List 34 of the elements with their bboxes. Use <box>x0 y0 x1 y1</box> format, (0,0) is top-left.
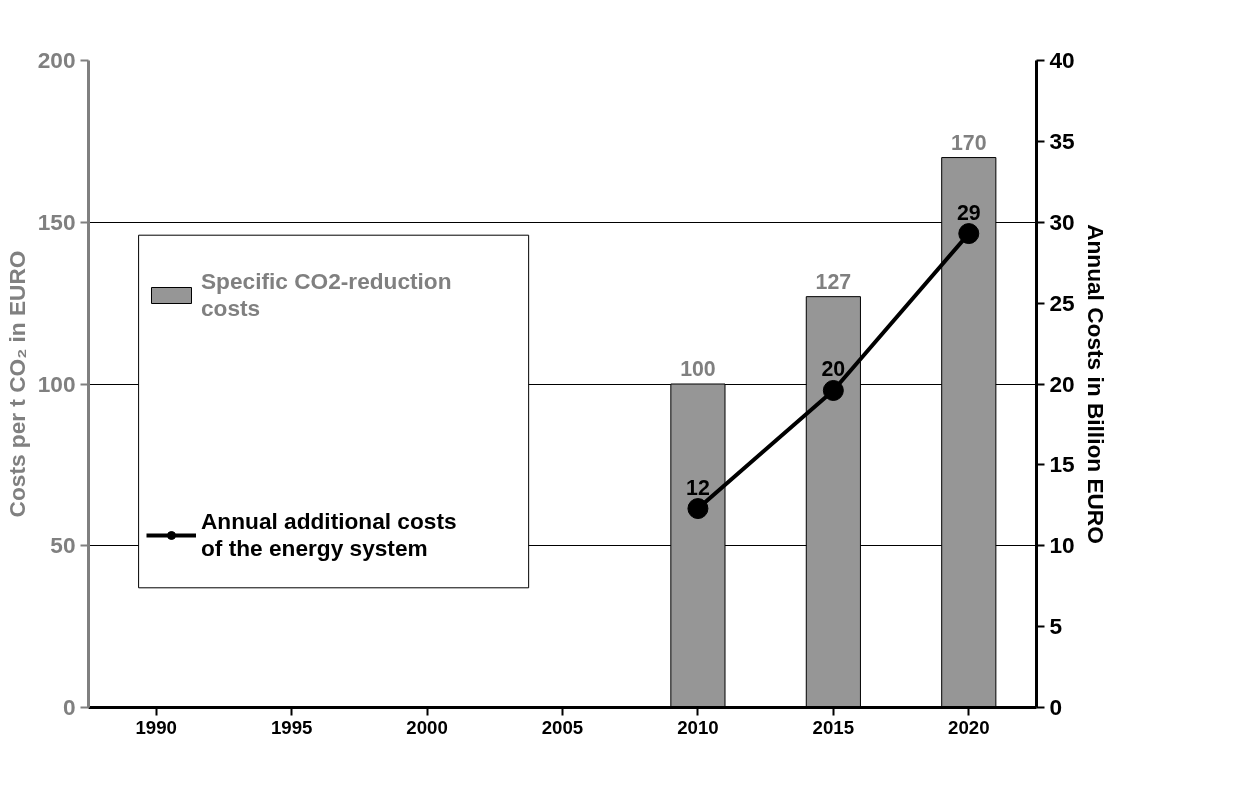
y2-axis-title: Annual Costs in Billion EURO <box>1082 224 1109 544</box>
data-label: 170 <box>950 130 987 155</box>
y-axis-title: Costs per t CO₂ in EURO <box>3 250 30 518</box>
y2-tick-label: 15 <box>1049 451 1075 478</box>
data-label: 29 <box>956 200 981 225</box>
y2-tick-label: 5 <box>1049 613 1063 640</box>
x-tick-label: 1990 <box>135 716 177 738</box>
y2-tick-label: 30 <box>1049 208 1075 235</box>
y2-tick-label: 25 <box>1049 289 1075 316</box>
y-tick-label: 50 <box>50 532 76 559</box>
x-tick-label: 2020 <box>948 716 990 738</box>
point <box>958 223 980 245</box>
x-tick-label: 1995 <box>270 716 313 738</box>
legend-label: Specific CO2-reduction costs <box>201 268 452 322</box>
point <box>687 498 709 520</box>
y2-tick-label: 10 <box>1049 532 1075 559</box>
y-tick-label: 200 <box>37 47 76 73</box>
data-label: 127 <box>815 269 852 294</box>
y2-tick-label: 0 <box>1049 694 1063 720</box>
data-label: 100 <box>680 357 716 381</box>
x-tick-label: 2010 <box>677 716 719 738</box>
y-tick-label: 0 <box>62 694 76 720</box>
point <box>822 379 844 401</box>
y2-tick-label: 20 <box>1049 370 1075 397</box>
data-label: 12 <box>686 475 710 500</box>
x-tick-label: 2000 <box>406 716 448 738</box>
y-tick-label: 100 <box>37 370 76 397</box>
x-tick-label: 2015 <box>812 716 855 738</box>
x-tick-label: 2005 <box>541 716 584 738</box>
data-label: 20 <box>821 357 846 382</box>
legend-label: Annual additional costs of the energy system <box>201 508 457 562</box>
y-tick-label: 150 <box>37 208 76 235</box>
y2-tick-label: 35 <box>1049 127 1075 154</box>
y2-tick-label: 40 <box>1049 47 1075 73</box>
